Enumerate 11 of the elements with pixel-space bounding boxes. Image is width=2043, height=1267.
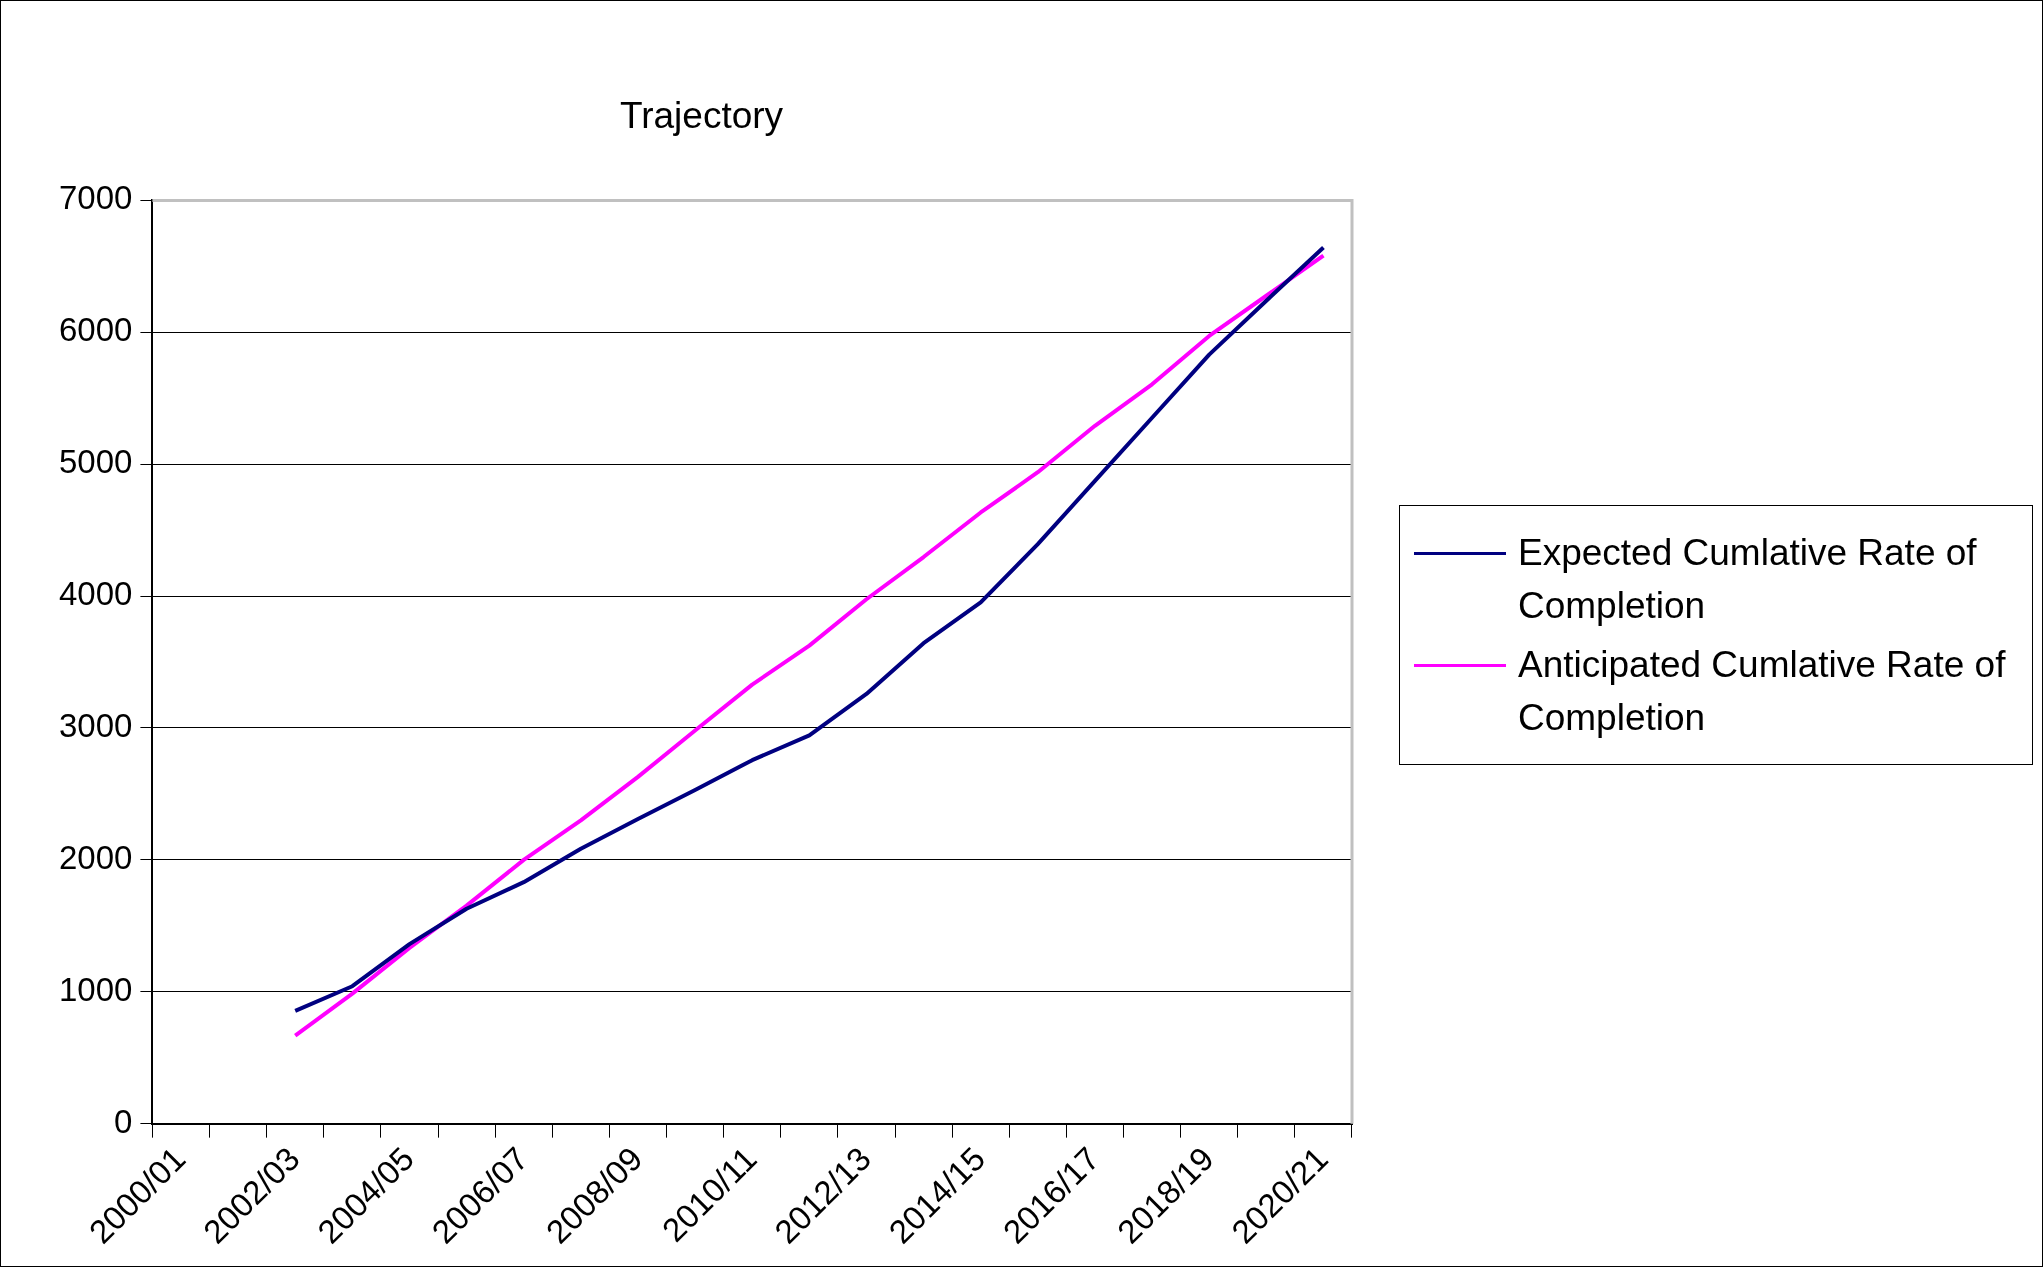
chart-title: Trajectory [619, 95, 784, 137]
y-tick-label: 4000 [58, 575, 133, 613]
y-tick-label: 0 [114, 1102, 133, 1140]
y-tick-label: 1000 [58, 970, 133, 1008]
legend-label: Expected Cumlative Rate of Completion [1518, 531, 1978, 628]
y-tick-label: 7000 [58, 179, 133, 217]
y-tick-label: 3000 [58, 707, 133, 745]
legend-label: Anticipated Cumlative Rate of Completion [1518, 643, 2007, 740]
y-tick-label: 5000 [58, 443, 133, 481]
y-tick-label: 6000 [58, 311, 133, 349]
y-tick-label: 2000 [58, 838, 133, 876]
